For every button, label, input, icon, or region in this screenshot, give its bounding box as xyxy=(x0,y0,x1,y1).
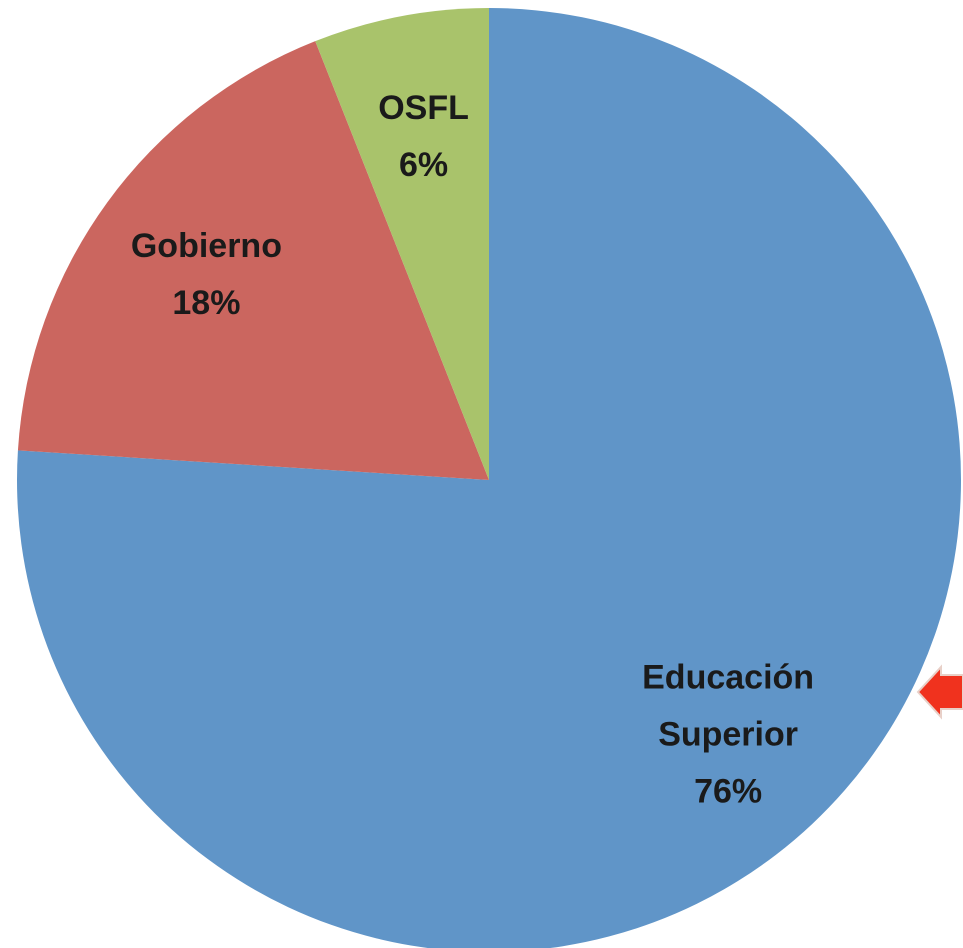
arrow xyxy=(916,664,963,720)
category-label: Gobierno xyxy=(130,226,282,265)
category-label: Educación Superior xyxy=(642,658,815,754)
slice-label: Educación Superior 76% xyxy=(603,649,853,820)
slice-label: OSFL 6% xyxy=(299,80,549,194)
value-label: 6% xyxy=(398,145,449,184)
category-label: OSFL xyxy=(378,88,469,127)
value-label: 76% xyxy=(694,772,763,811)
value-label: 18% xyxy=(172,283,241,322)
pie-slice xyxy=(17,8,961,948)
pie-slice xyxy=(315,8,489,480)
pie-slice xyxy=(17,41,489,480)
slices xyxy=(17,8,961,948)
slice-label: Gobierno 18% xyxy=(81,218,331,332)
